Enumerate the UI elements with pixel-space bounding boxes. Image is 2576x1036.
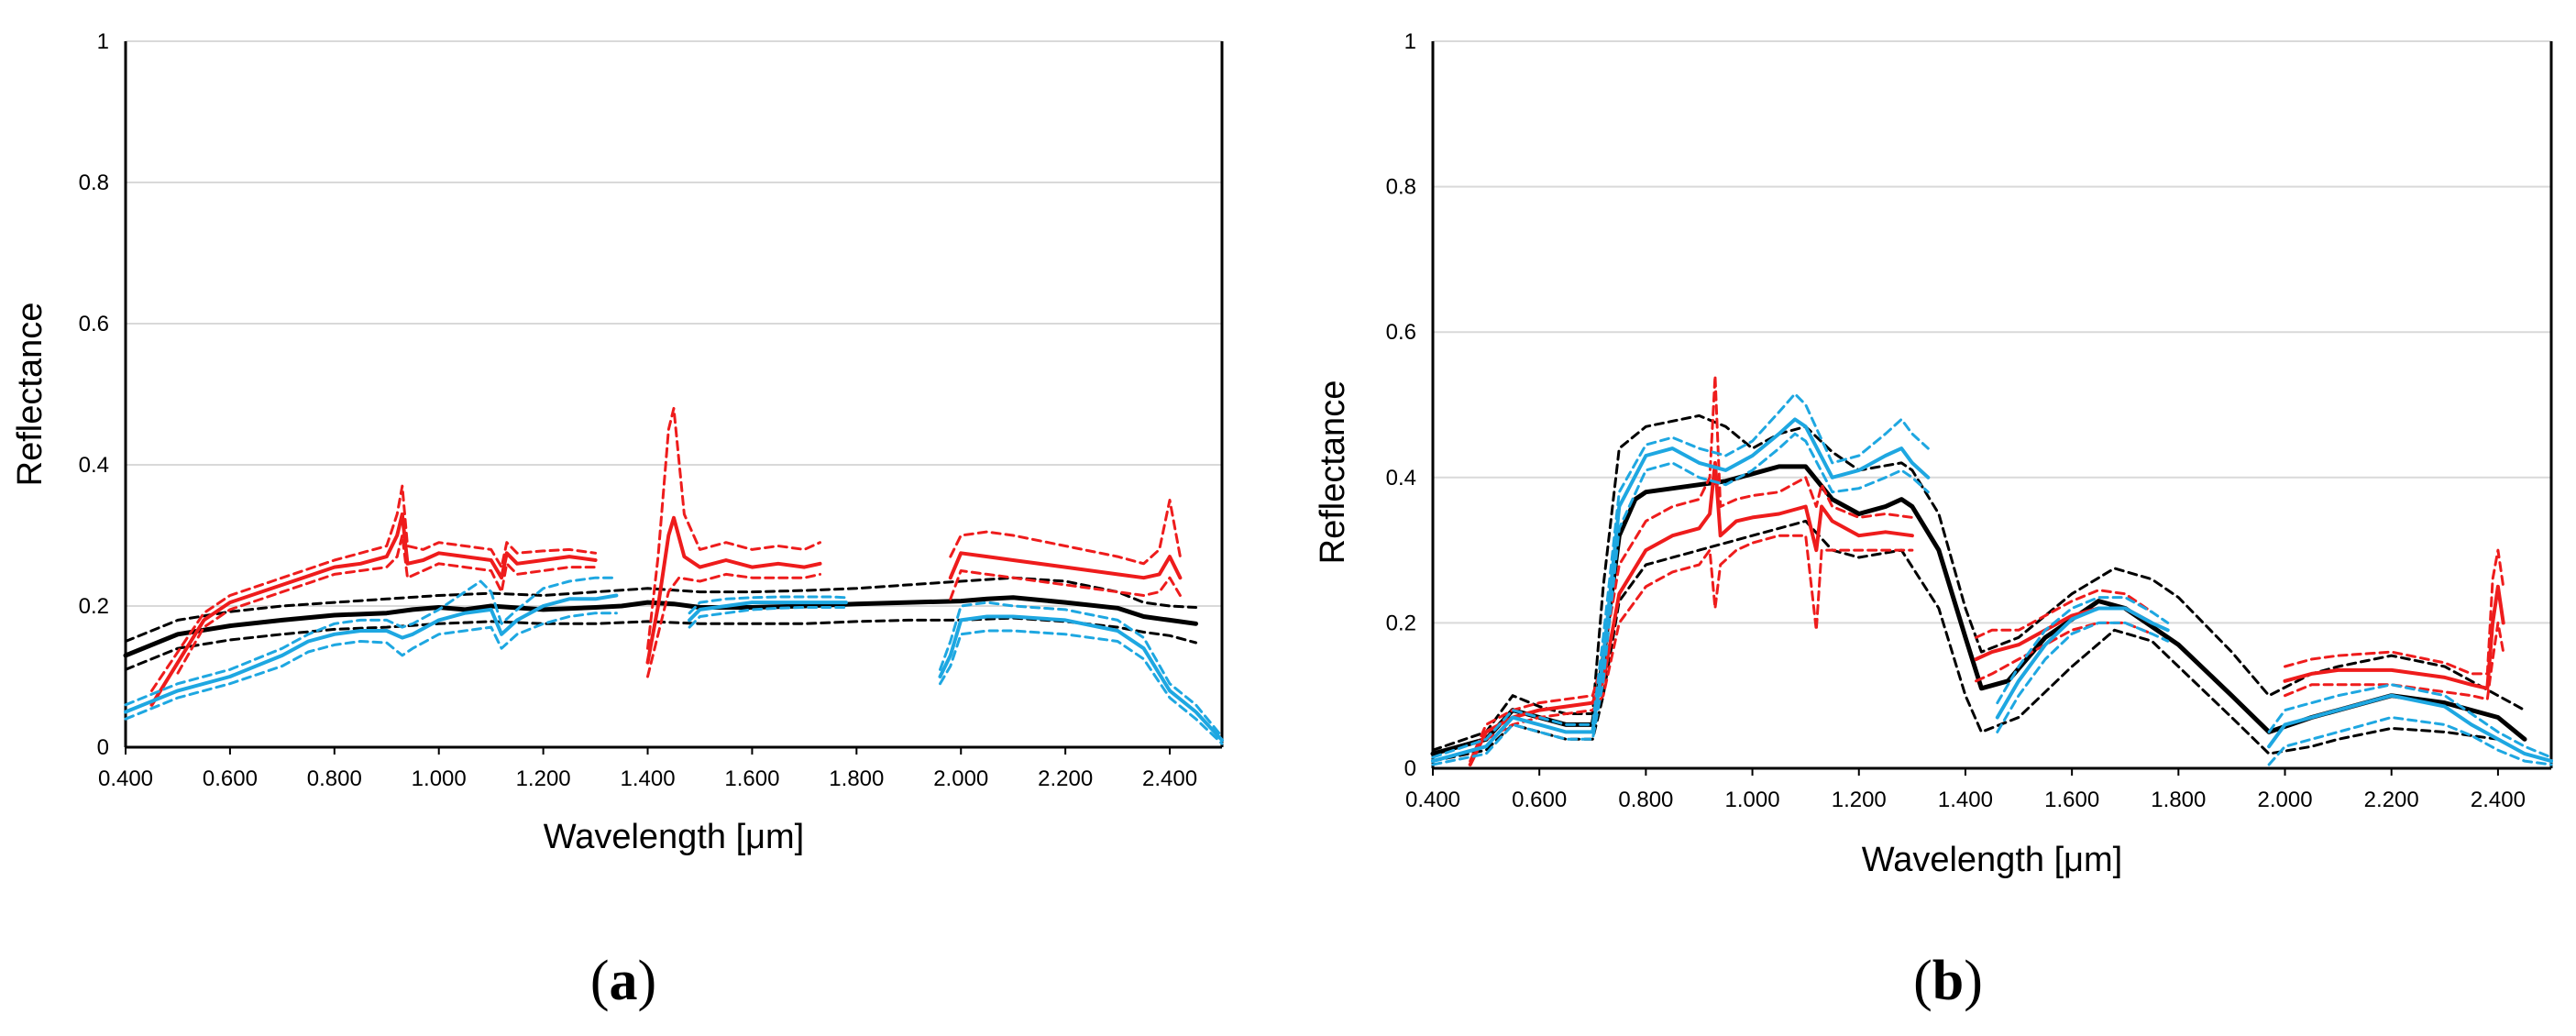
x-tick-label: 0.400 [98,766,153,791]
x-axis-title: Wavelength [μm] [1862,841,2122,879]
x-tick-label: 1.400 [1938,788,1993,812]
panel-label: (b) [1913,950,1983,1012]
series-line-red-lower-swir1 [1975,621,2153,683]
series-line-blue-lower-swir2 [2267,716,2553,766]
x-tick-label: 2.400 [2471,788,2526,812]
x-tick-label: 0.800 [307,766,362,791]
series-line-red-upper-vnir [1469,374,1914,763]
series-line-blue-mean-vnir [124,593,619,714]
series-line-blue-mean-swir1 [1995,606,2170,720]
series-line-blue-mean-swir2 [2267,693,2553,764]
series-line-red-upper-swir1 [1975,589,2153,639]
series-line-blue-upper-swir2 [939,601,1224,738]
series-line-blue-mean-swir1 [688,601,848,623]
y-tick-label: 1 [1404,29,1416,54]
series-line-blue-lower-swir2 [939,629,1224,745]
series-line-black-lower [124,616,1197,671]
y-tick-label: 1 [97,29,109,54]
x-tick-label: 1.600 [2044,788,2099,812]
series-line-red-mean-vnir [149,512,598,707]
series-line-blue-upper-swir1 [1996,596,2170,705]
y-tick-label: 0.2 [1386,611,1416,635]
series-line-blue-mean-swir2 [938,614,1224,743]
series-line-blue-lower-vnir [124,612,618,721]
y-tick-label: 0.4 [1386,466,1416,490]
x-tick-label: 1.800 [2151,788,2206,812]
x-tick-label: 1.400 [620,766,675,791]
x-tick-label: 2.000 [933,766,988,791]
x-tick-label: 0.800 [1618,788,1673,812]
series-line-red-mean-swir2 [948,551,1183,580]
series-line-red-upper-swir2 [2284,548,2505,676]
x-tick-label: 0.600 [1512,788,1567,812]
y-tick-label: 0.8 [1386,175,1416,200]
series-line-blue-lower-swir1 [1996,621,2170,733]
y-tick-label: 0 [1404,756,1416,781]
series-line-red-lower-vnir [176,534,598,675]
panel-label-open-paren: ( [590,950,610,1012]
series-line-black-upper [124,576,1197,643]
series-line-red-upper-vnir [150,484,598,692]
x-tick-label: 1.200 [516,766,571,791]
panel-label: (a) [590,950,656,1012]
series-line-blue-upper-swir1 [688,595,848,615]
series-line-black-upper [1431,413,2526,752]
series-line-red-lower-swir2 [949,569,1182,601]
panel-label-letter: b [1932,950,1964,1012]
chart-panel-b: 0 0.2 0.4 0.6 0.8 1 0.400 0.600 0.800 1.000 1.200 1… [1314,29,2553,1012]
panel-label-open-paren: ( [1913,950,1932,1012]
x-axis-title: Wavelength [μm] [544,818,804,856]
x-tick-label: 0.400 [1405,788,1460,812]
series-line-red-mean-swir2 [2283,584,2505,690]
y-tick-label: 0.6 [79,312,109,336]
series-line-blue-upper-swir2 [2267,683,2553,759]
y-axis-title: Reflectance [1314,380,1352,565]
series-line-blue-lower-swir1 [688,606,848,629]
panel-label-close-paren: ) [638,950,657,1012]
x-tick-label: 2.200 [1038,766,1093,791]
panel-label-close-paren: ) [1964,950,1983,1012]
x-tick-label: 2.200 [2364,788,2419,812]
x-tick-label: 2.000 [2257,788,2312,812]
series-line-blue-upper-vnir [1431,392,1930,759]
y-tick-label: 0.2 [79,594,109,619]
series-line-red-lower-swir1 [646,572,821,678]
panel-label-letter: a [610,950,638,1012]
series-line-blue-mean-vnir [1431,417,1931,764]
y-tick-label: 0.8 [79,171,109,195]
y-axis-title: Reflectance [11,303,50,487]
x-tick-label: 1.800 [829,766,884,791]
series-line-red-mean-vnir [1468,460,1914,766]
series-line-blue-upper-vnir [124,576,618,707]
series-line-red-lower-swir2 [2284,621,2505,701]
series-line-blue-lower-vnir [1431,432,1930,766]
x-tick-label: 2.400 [1142,766,1197,791]
x-tick-label: 0.600 [203,766,258,791]
series-line-black-mean [123,595,1198,658]
series-line-red-lower-vnir [1484,534,1914,741]
x-tick-label: 1.000 [1725,788,1780,812]
chart-panel-a: 0 0.2 0.4 0.6 0.8 1 0.400 0.600 0.800 1.000 1.200 1… [11,29,1224,1012]
y-tick-label: 0.6 [1386,320,1416,345]
series-line-red-upper-swir1 [646,406,821,650]
y-tick-label: 0.4 [79,453,109,478]
y-tick-label: 0 [97,735,109,760]
x-tick-label: 1.600 [724,766,779,791]
series-line-red-mean-swir1 [645,515,822,665]
x-tick-label: 1.200 [1832,788,1887,812]
series-line-red-upper-swir2 [949,499,1182,566]
x-tick-label: 1.000 [412,766,467,791]
